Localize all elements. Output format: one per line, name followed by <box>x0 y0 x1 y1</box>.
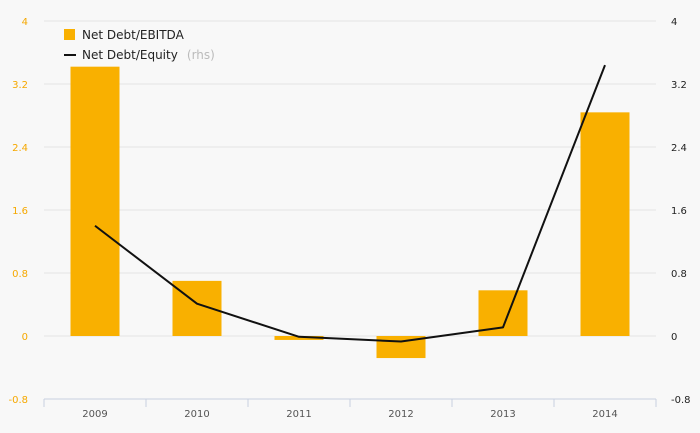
bar-series <box>70 66 630 359</box>
x-tick-label: 2012 <box>388 409 413 420</box>
y-left-tick-label: 4 <box>22 17 28 28</box>
y-left-tick-label: 1.6 <box>12 206 28 217</box>
y-axis-left: 4 3.2 2.4 1.6 0.8 0 -0.8 <box>8 17 28 406</box>
y-left-tick-label: 2.4 <box>12 143 28 154</box>
x-axis-labels: 2009 2010 2011 2012 2013 2014 <box>82 409 617 420</box>
legend-label-rhs-note: (rhs) <box>187 48 215 62</box>
x-tick-label: 2011 <box>286 409 311 420</box>
gridlines <box>44 20 656 337</box>
x-axis <box>43 398 657 407</box>
y-right-tick-label: 1.6 <box>671 206 687 217</box>
bar-2011 <box>274 336 324 340</box>
y-right-tick-label: 3.2 <box>671 80 687 91</box>
y-left-tick-label: 0.8 <box>12 269 28 280</box>
y-right-tick-label: 2.4 <box>671 143 687 154</box>
y-left-tick-label: 0 <box>22 332 28 343</box>
y-right-tick-label: 0.8 <box>671 269 687 280</box>
x-tick-label: 2014 <box>592 409 617 420</box>
y-left-tick-label: 3.2 <box>12 80 28 91</box>
y-left-tick-label: -0.8 <box>8 395 28 406</box>
y-right-tick-label: 0 <box>671 332 677 343</box>
bar-2009 <box>70 66 120 337</box>
x-tick-label: 2009 <box>82 409 107 420</box>
y-axis-right: 4 3.2 2.4 1.6 0.8 0 -0.8 <box>671 17 691 406</box>
line-series <box>94 64 606 343</box>
svg-text:Net Debt/Equity (rhs): Net Debt/Equity (rhs) <box>82 44 215 63</box>
legend: Net Debt/EBITDA Net Debt/Equity (rhs) <box>64 28 215 63</box>
legend-label-net-debt-ebitda: Net Debt/EBITDA <box>82 28 185 42</box>
legend-swatch-net-debt-ebitda <box>64 29 75 40</box>
legend-label-net-debt-equity: Net Debt/Equity <box>82 48 178 62</box>
bar-2014 <box>580 112 630 336</box>
x-tick-label: 2010 <box>184 409 209 420</box>
bar-2013 <box>478 290 528 336</box>
line-net-debt-equity <box>94 64 606 343</box>
x-tick-label: 2013 <box>490 409 515 420</box>
y-right-tick-label: -0.8 <box>671 395 691 406</box>
y-right-tick-label: 4 <box>671 17 677 28</box>
